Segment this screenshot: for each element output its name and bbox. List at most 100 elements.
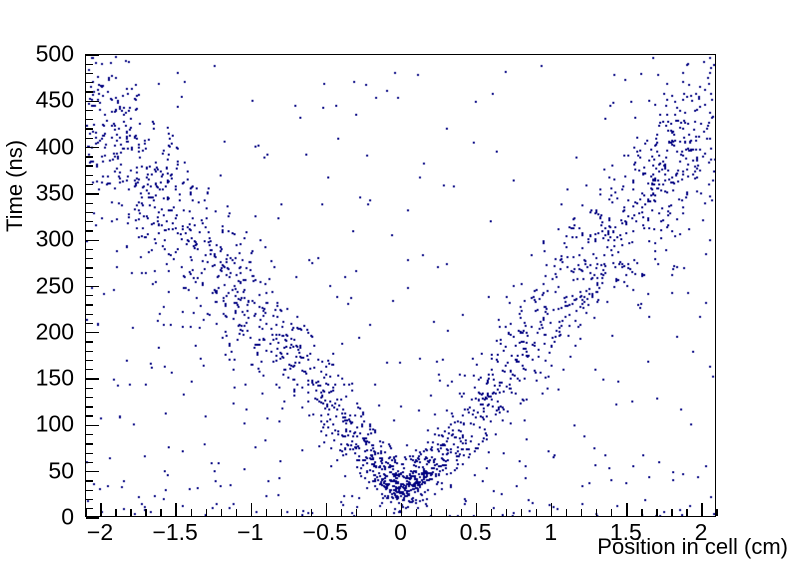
y-axis-title: Time (ns) bbox=[2, 139, 27, 232]
x-tick-major bbox=[701, 503, 703, 516]
y-tick-minor bbox=[86, 480, 93, 482]
y-tick-minor bbox=[86, 156, 93, 158]
y-tick-minor bbox=[86, 387, 93, 389]
y-tick-minor bbox=[86, 350, 93, 352]
x-tick-minor bbox=[385, 509, 388, 516]
x-tick-label: 0.5 bbox=[459, 519, 492, 545]
x-tick-minor bbox=[85, 509, 87, 516]
y-tick-major bbox=[86, 146, 99, 149]
y-tick-minor bbox=[86, 295, 93, 297]
x-tick-minor bbox=[355, 509, 358, 516]
y-tick-label: 250 bbox=[35, 272, 74, 298]
plot-frame bbox=[85, 54, 718, 519]
y-tick-minor bbox=[86, 434, 93, 436]
x-tick-minor bbox=[445, 509, 448, 516]
x-tick-label: −0.5 bbox=[302, 519, 349, 545]
x-tick-minor bbox=[310, 509, 312, 516]
y-tick-minor bbox=[86, 202, 93, 204]
y-tick-label: 100 bbox=[35, 410, 74, 437]
y-tick-minor bbox=[86, 174, 93, 177]
x-tick-minor bbox=[280, 509, 282, 516]
x-tick-label: 2 bbox=[694, 519, 708, 545]
y-tick-minor bbox=[86, 313, 93, 315]
y-tick-major bbox=[86, 378, 99, 380]
x-tick-minor bbox=[235, 509, 237, 516]
y-tick-minor bbox=[86, 396, 93, 399]
x-tick-minor bbox=[611, 509, 613, 516]
y-tick-minor bbox=[86, 211, 93, 214]
y-tick-label: 500 bbox=[35, 40, 74, 67]
y-tick-minor bbox=[86, 63, 93, 65]
y-tick-label: 300 bbox=[35, 225, 74, 252]
y-tick-minor bbox=[86, 230, 93, 232]
x-tick-major bbox=[175, 503, 177, 516]
y-tick-minor bbox=[86, 221, 93, 223]
x-tick-minor bbox=[581, 509, 583, 516]
x-tick-minor bbox=[295, 509, 297, 516]
y-tick-minor bbox=[86, 119, 93, 121]
scatter-points-layer bbox=[86, 55, 715, 516]
x-tick-minor bbox=[145, 509, 147, 516]
y-tick-minor bbox=[86, 82, 93, 84]
y-tick-label: 200 bbox=[35, 318, 74, 345]
y-tick-label: 450 bbox=[35, 86, 74, 113]
x-tick-minor bbox=[205, 509, 207, 516]
x-tick-major bbox=[400, 503, 403, 516]
y-tick-minor bbox=[86, 165, 93, 167]
y-tick-minor bbox=[86, 267, 93, 269]
x-tick-minor bbox=[656, 509, 658, 516]
x-tick-minor bbox=[115, 509, 117, 516]
x-tick-minor bbox=[430, 509, 433, 516]
x-tick-label: 0 bbox=[394, 519, 407, 545]
x-tick-minor bbox=[686, 509, 688, 516]
y-tick-major bbox=[86, 424, 99, 427]
y-tick-minor bbox=[86, 304, 93, 306]
y-tick-minor bbox=[86, 72, 93, 75]
y-tick-minor bbox=[86, 406, 93, 408]
y-tick-major bbox=[86, 100, 99, 102]
x-tick-major bbox=[475, 503, 478, 516]
y-tick-minor bbox=[86, 498, 93, 501]
y-tick-minor bbox=[86, 369, 93, 371]
x-axis-title: Position in cell (cm) bbox=[597, 534, 788, 559]
x-tick-minor bbox=[521, 509, 523, 516]
y-tick-minor bbox=[86, 359, 93, 362]
y-tick-major bbox=[86, 332, 99, 334]
y-tick-minor bbox=[86, 341, 93, 343]
x-tick-minor bbox=[536, 509, 538, 516]
x-tick-minor bbox=[506, 509, 508, 516]
x-tick-minor bbox=[130, 509, 132, 516]
y-tick-major bbox=[86, 517, 99, 519]
x-tick-label: −1 bbox=[237, 519, 264, 545]
y-tick-minor bbox=[86, 109, 93, 112]
y-tick-minor bbox=[86, 137, 93, 139]
y-tick-major bbox=[86, 193, 99, 195]
y-tick-label: 350 bbox=[35, 179, 74, 206]
x-tick-major bbox=[325, 503, 328, 516]
y-tick-minor bbox=[86, 415, 93, 417]
y-tick-minor bbox=[86, 489, 93, 491]
x-tick-minor bbox=[160, 509, 162, 516]
x-tick-major bbox=[250, 503, 252, 516]
y-tick-label: 150 bbox=[35, 364, 74, 391]
y-tick-minor bbox=[86, 452, 93, 454]
y-tick-minor bbox=[86, 258, 93, 260]
y-tick-label: 0 bbox=[61, 503, 74, 530]
x-tick-minor bbox=[190, 509, 192, 516]
y-tick-label: 400 bbox=[35, 133, 74, 160]
y-tick-major bbox=[86, 285, 99, 288]
x-tick-minor bbox=[370, 509, 373, 516]
x-tick-minor bbox=[596, 509, 598, 516]
x-tick-minor bbox=[340, 509, 343, 516]
x-tick-minor bbox=[265, 509, 267, 516]
y-tick-major bbox=[86, 471, 99, 473]
x-tick-minor bbox=[671, 509, 673, 516]
x-tick-major bbox=[626, 503, 628, 516]
x-tick-label: 1.5 bbox=[609, 519, 642, 545]
x-tick-minor bbox=[641, 509, 643, 516]
x-tick-label: −1.5 bbox=[152, 519, 198, 545]
y-tick-minor bbox=[86, 91, 93, 93]
x-tick-minor bbox=[415, 509, 418, 516]
x-tick-major bbox=[551, 503, 553, 516]
y-tick-minor bbox=[86, 443, 93, 445]
